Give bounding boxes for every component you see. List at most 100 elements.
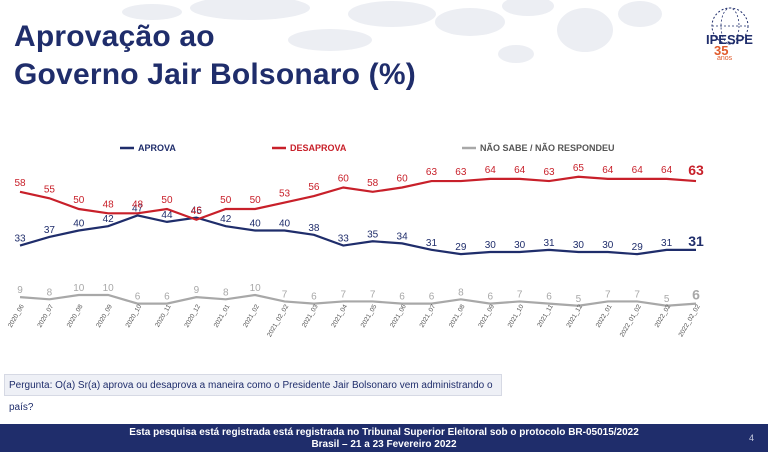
data-label: 35 — [367, 229, 379, 240]
data-label: 8 — [47, 287, 53, 298]
data-label: 45 — [191, 206, 203, 217]
data-label: 50 — [73, 195, 85, 206]
logo-years-label: anos — [717, 55, 733, 62]
ipespe-globe-logo-icon — [711, 7, 749, 45]
data-label: 48 — [103, 199, 115, 210]
data-label: 64 — [632, 165, 644, 176]
x-tick-label: 2020_09 — [95, 303, 114, 329]
survey-question: Pergunta: O(a) Sr(a) aprova ou desaprova… — [4, 374, 502, 413]
data-label: 10 — [73, 283, 85, 294]
data-label: 60 — [338, 174, 350, 185]
x-tick-label: 2021_07 — [418, 303, 437, 329]
x-tick-label: 2021_05 — [360, 303, 379, 329]
data-label: 7 — [282, 289, 288, 300]
x-tick-label: 2021_03 — [301, 303, 320, 329]
data-label: 53 — [279, 189, 291, 200]
data-label: 31 — [426, 238, 438, 249]
x-tick-label: 2020_06 — [7, 303, 26, 329]
x-tick-label: 2020_12 — [183, 303, 202, 329]
legend-label: NÃO SABE / NÃO RESPONDEU — [480, 143, 615, 153]
approval-line-chart: APROVA DESAPROVA NÃO SABE / NÃO RESPONDEU 3… — [7, 143, 704, 338]
data-label: 30 — [573, 240, 585, 251]
series-line — [19, 293, 697, 307]
data-label: 6 — [429, 292, 435, 303]
data-label: 60 — [397, 174, 409, 185]
data-label: 55 — [44, 184, 56, 195]
data-label: 50 — [220, 195, 232, 206]
x-tick-label: 2021_02_02 — [266, 303, 290, 338]
logo-years: 35 — [714, 43, 729, 58]
data-label: 29 — [455, 242, 467, 253]
data-label: 48 — [132, 199, 144, 210]
data-label: 64 — [485, 165, 497, 176]
legend-label: APROVA — [138, 143, 176, 153]
data-label: 58 — [367, 178, 379, 189]
data-label: 6 — [164, 292, 170, 303]
data-label: 31 — [543, 238, 555, 249]
data-label: 7 — [341, 289, 347, 300]
data-label: 9 — [194, 285, 200, 296]
data-label: 7 — [634, 289, 640, 300]
data-label: 50 — [161, 195, 173, 206]
data-label: 56 — [308, 182, 320, 193]
data-label: 5 — [576, 294, 582, 305]
x-tick-label: 2021_04 — [330, 303, 349, 329]
x-tick-label: 2021_06 — [389, 303, 408, 329]
data-label: 46 — [191, 206, 203, 217]
data-label: 30 — [514, 240, 526, 251]
data-label: 63 — [426, 167, 438, 178]
data-label: 64 — [514, 165, 526, 176]
data-label: 7 — [517, 289, 523, 300]
data-label: 63 — [455, 167, 467, 178]
decorative-bubbles-background — [122, 0, 662, 63]
data-label: 37 — [44, 225, 56, 236]
footer-bar: Esta pesquisa está registrada está regis… — [0, 424, 768, 452]
title-line-2: Governo Jair Bolsonaro (%) — [14, 58, 416, 91]
x-tick-label: 2020_10 — [125, 303, 144, 329]
data-label: 6 — [692, 287, 700, 303]
data-label: 42 — [103, 214, 115, 225]
data-label: 42 — [220, 214, 232, 225]
data-label: 10 — [103, 283, 115, 294]
data-label: 9 — [17, 285, 23, 296]
page-number: 4 — [748, 433, 754, 443]
data-label: 10 — [250, 283, 262, 294]
x-tick-label: 2021_08 — [448, 303, 467, 329]
data-label: 40 — [73, 219, 85, 230]
data-label: 63 — [688, 162, 704, 178]
data-label: 6 — [399, 292, 405, 303]
data-label: 5 — [664, 294, 670, 305]
data-label: 31 — [661, 238, 673, 249]
data-label: 65 — [573, 163, 585, 174]
data-label: 7 — [370, 289, 376, 300]
x-tick-label: 2021_09 — [477, 303, 496, 329]
series-line — [19, 214, 696, 256]
data-label: 44 — [161, 210, 173, 221]
footer-registration-text: Esta pesquisa está registrada está regis… — [129, 427, 639, 438]
data-label: 64 — [661, 165, 673, 176]
data-label: 58 — [14, 178, 26, 189]
data-label: 33 — [14, 234, 26, 245]
page-title: Aprovação ao Governo Jair Bolsonaro (%) — [14, 18, 416, 94]
data-label: 6 — [135, 292, 141, 303]
data-label: 6 — [311, 292, 317, 303]
data-label: 30 — [602, 240, 614, 251]
data-label: 8 — [458, 287, 464, 298]
footer-date-text: Brasil – 21 a 23 Fevereiro 2022 — [311, 439, 457, 450]
x-tick-label: 2021_11 — [536, 303, 555, 328]
x-tick-label: 2021_10 — [507, 303, 526, 329]
data-label: 63 — [543, 167, 555, 178]
data-label: 40 — [250, 219, 262, 230]
data-label: 31 — [688, 233, 704, 249]
x-tick-label: 2020_11 — [154, 303, 173, 328]
series-line — [19, 175, 697, 221]
data-label: 30 — [485, 240, 497, 251]
data-label: 64 — [602, 165, 614, 176]
x-tick-label: 2021_12 — [565, 303, 584, 329]
x-tick-label: 2022_01 — [595, 303, 614, 329]
logo-name: IPESPE — [706, 32, 753, 47]
title-line-1: Aprovação ao — [14, 20, 215, 53]
data-label: 6 — [487, 292, 493, 303]
data-label: 8 — [223, 287, 229, 298]
legend-label: DESAPROVA — [290, 143, 347, 153]
